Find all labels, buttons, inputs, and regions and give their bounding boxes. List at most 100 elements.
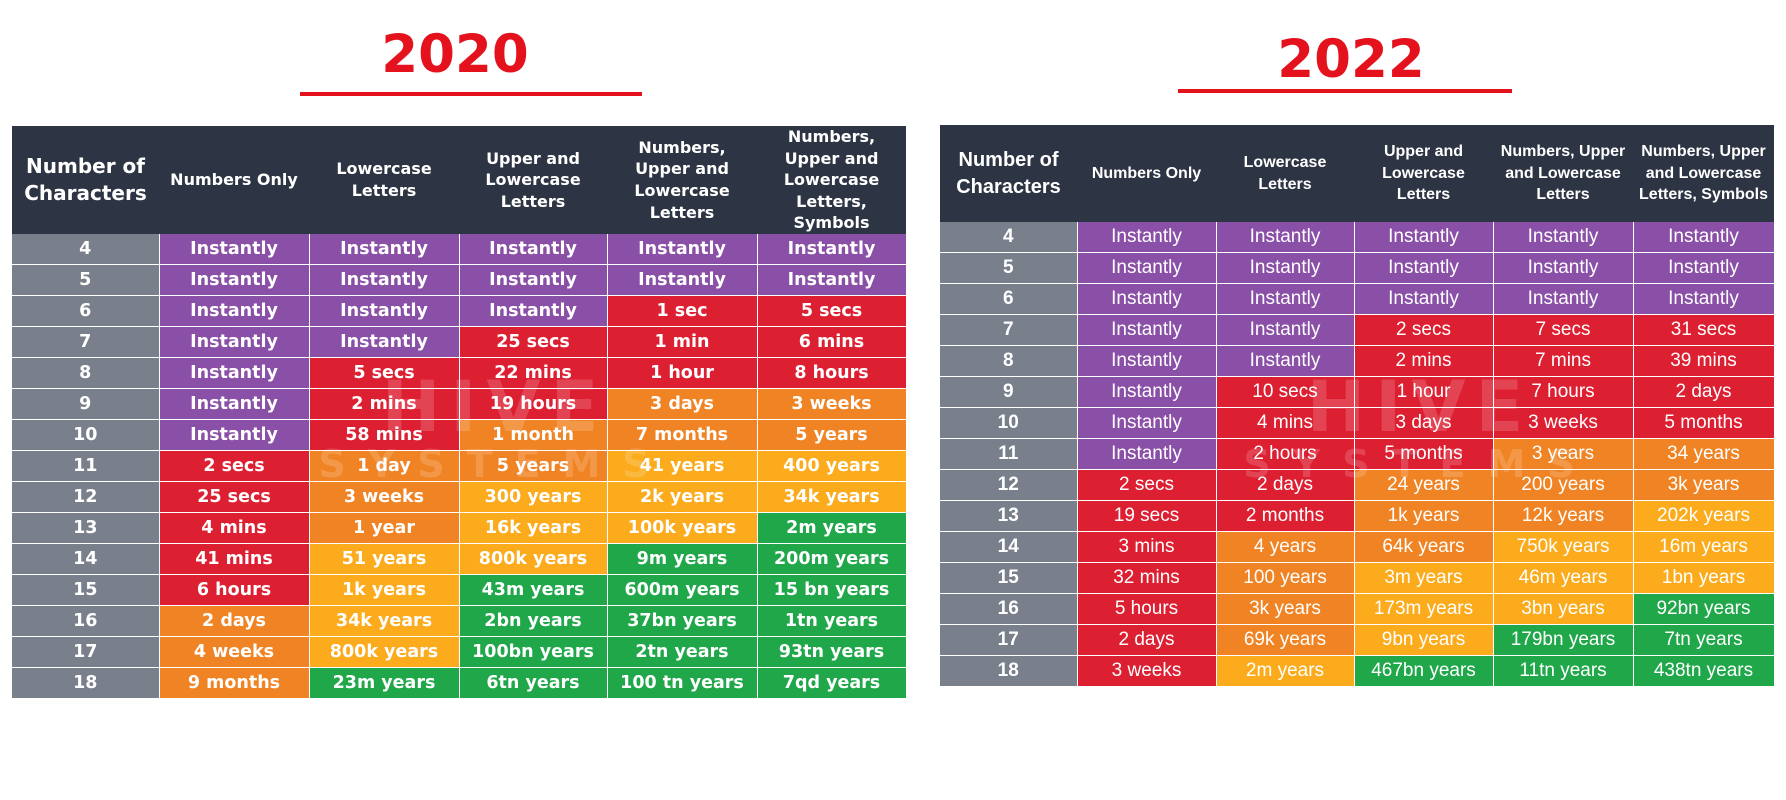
table-row: 14 3 mins 4 years 64k years 750k years 16m ye…: [940, 531, 1775, 563]
crack-time-cell: 25 secs: [159, 481, 310, 513]
character-count-cell: 14: [12, 543, 160, 575]
table-row: 16 5 hours 3k years 173m years 3bn years 92bn…: [940, 593, 1775, 625]
crack-time-cell: 3 weeks: [309, 481, 460, 513]
table-row: 13 4 mins 1 year 16k years 100k years 2m year…: [12, 512, 907, 544]
crack-time-cell: Instantly: [1633, 252, 1775, 284]
column-header: Numbers, Upper and Lowercase Letters: [607, 126, 757, 234]
crack-time-cell: Instantly: [1633, 283, 1775, 315]
crack-time-cell: 3m years: [1354, 562, 1494, 594]
crack-time-cell: 4 mins: [1216, 407, 1355, 439]
column-header: Upper and Lowercase Letters: [1354, 125, 1493, 222]
crack-time-cell: 5 secs: [309, 357, 460, 389]
crack-time-cell: 22 mins: [459, 357, 608, 389]
crack-time-cell: Instantly: [1216, 252, 1355, 284]
crack-time-cell: Instantly: [159, 264, 310, 296]
crack-time-cell: 3 weeks: [1077, 655, 1217, 687]
crack-time-cell: Instantly: [459, 233, 608, 265]
crack-time-cell: 34 years: [1633, 438, 1775, 470]
table-row: 7 Instantly Instantly 2 secs 7 secs 31 secs: [940, 314, 1775, 346]
crack-time-cell: Instantly: [607, 233, 758, 265]
crack-time-cell: 69k years: [1216, 624, 1355, 656]
crack-time-cell: 24 years: [1354, 469, 1494, 501]
crack-time-cell: 7 hours: [1493, 376, 1634, 408]
crack-time-cell: Instantly: [1077, 252, 1217, 284]
crack-time-cell: Instantly: [159, 357, 310, 389]
crack-time-cell: 1tn years: [757, 605, 907, 637]
crack-time-cell: 2 days: [159, 605, 310, 637]
crack-time-cell: Instantly: [309, 326, 460, 358]
crack-time-cell: 800k years: [309, 636, 460, 668]
crack-time-cell: 202k years: [1633, 500, 1775, 532]
character-count-cell: 14: [940, 531, 1078, 563]
title-2022: 2022: [1277, 29, 1425, 90]
crack-time-cell: Instantly: [1077, 438, 1217, 470]
table-row: 6 Instantly Instantly Instantly 1 sec 5 secs: [12, 295, 907, 327]
crack-time-cell: 11tn years: [1493, 655, 1634, 687]
crack-time-cell: 200 years: [1493, 469, 1634, 501]
crack-time-cell: 300 years: [459, 481, 608, 513]
character-count-cell: 11: [12, 450, 160, 482]
crack-time-cell: 100k years: [607, 512, 758, 544]
crack-time-cell: Instantly: [159, 326, 310, 358]
crack-time-cell: 2 days: [1633, 376, 1775, 408]
crack-time-cell: 3k years: [1216, 593, 1355, 625]
crack-time-cell: Instantly: [159, 233, 310, 265]
character-count-cell: 12: [940, 469, 1078, 501]
character-count-cell: 9: [12, 388, 160, 420]
crack-time-cell: 12k years: [1493, 500, 1634, 532]
crack-time-cell: 5 hours: [1077, 593, 1217, 625]
crack-time-cell: 32 mins: [1077, 562, 1217, 594]
character-count-cell: 15: [12, 574, 160, 606]
crack-time-cell: 2 mins: [1354, 345, 1494, 377]
column-header: Numbers, Upper and Lowercase Letters: [1493, 125, 1633, 222]
crack-time-cell: 438tn years: [1633, 655, 1775, 687]
table-row: 18 9 months 23m years 6tn years 100 tn years…: [12, 667, 907, 699]
title-2020: 2020: [381, 24, 529, 85]
crack-time-cell: 5 years: [757, 419, 907, 451]
crack-time-cell: Instantly: [607, 264, 758, 296]
crack-time-cell: Instantly: [1077, 283, 1217, 315]
crack-time-cell: Instantly: [1493, 283, 1634, 315]
crack-time-cell: 100bn years: [459, 636, 608, 668]
crack-time-cell: 467bn years: [1354, 655, 1494, 687]
crack-time-cell: 5 secs: [757, 295, 907, 327]
crack-time-cell: Instantly: [459, 264, 608, 296]
character-count-cell: 17: [12, 636, 160, 668]
crack-time-cell: 16m years: [1633, 531, 1775, 563]
character-count-cell: 13: [12, 512, 160, 544]
crack-time-cell: 750k years: [1493, 531, 1634, 563]
crack-time-cell: Instantly: [1493, 252, 1634, 284]
crack-time-cell: 800k years: [459, 543, 608, 575]
table-row: 15 32 mins 100 years 3m years 46m years 1bn y…: [940, 562, 1775, 594]
crack-time-cell: 400 years: [757, 450, 907, 482]
crack-time-cell: Instantly: [1077, 314, 1217, 346]
crack-time-cell: 9 months: [159, 667, 310, 699]
crack-time-cell: 3 days: [607, 388, 758, 420]
column-header-number-of-characters: Number of Characters: [940, 125, 1077, 222]
crack-time-cell: 19 secs: [1077, 500, 1217, 532]
crack-time-cell: 3k years: [1633, 469, 1775, 501]
crack-time-cell: 34k years: [309, 605, 460, 637]
character-count-cell: 13: [940, 500, 1078, 532]
crack-time-cell: Instantly: [1216, 222, 1355, 253]
crack-time-cell: 1 month: [459, 419, 608, 451]
table-row: 9 Instantly 2 mins 19 hours 3 days 3 weeks: [12, 388, 907, 420]
crack-time-cell: 1 hour: [607, 357, 758, 389]
crack-time-cell: 4 years: [1216, 531, 1355, 563]
crack-time-cell: Instantly: [1216, 314, 1355, 346]
crack-time-cell: Instantly: [1633, 222, 1775, 253]
crack-time-cell: 4 weeks: [159, 636, 310, 668]
crack-time-cell: 1 day: [309, 450, 460, 482]
crack-time-cell: 58 mins: [309, 419, 460, 451]
character-count-cell: 16: [12, 605, 160, 637]
crack-time-cell: 3 weeks: [757, 388, 907, 420]
table-row: 17 2 days 69k years 9bn years 179bn years 7tn…: [940, 624, 1775, 656]
header-row: Number of Characters Numbers Only Lowercas…: [12, 126, 906, 234]
crack-time-cell: 39 mins: [1633, 345, 1775, 377]
crack-time-cell: 37bn years: [607, 605, 758, 637]
character-count-cell: 4: [940, 222, 1078, 253]
table-row: 15 6 hours 1k years 43m years 600m years 15 b…: [12, 574, 907, 606]
crack-time-cell: 10 secs: [1216, 376, 1355, 408]
crack-time-cell: Instantly: [1354, 222, 1494, 253]
character-count-cell: 8: [940, 345, 1078, 377]
